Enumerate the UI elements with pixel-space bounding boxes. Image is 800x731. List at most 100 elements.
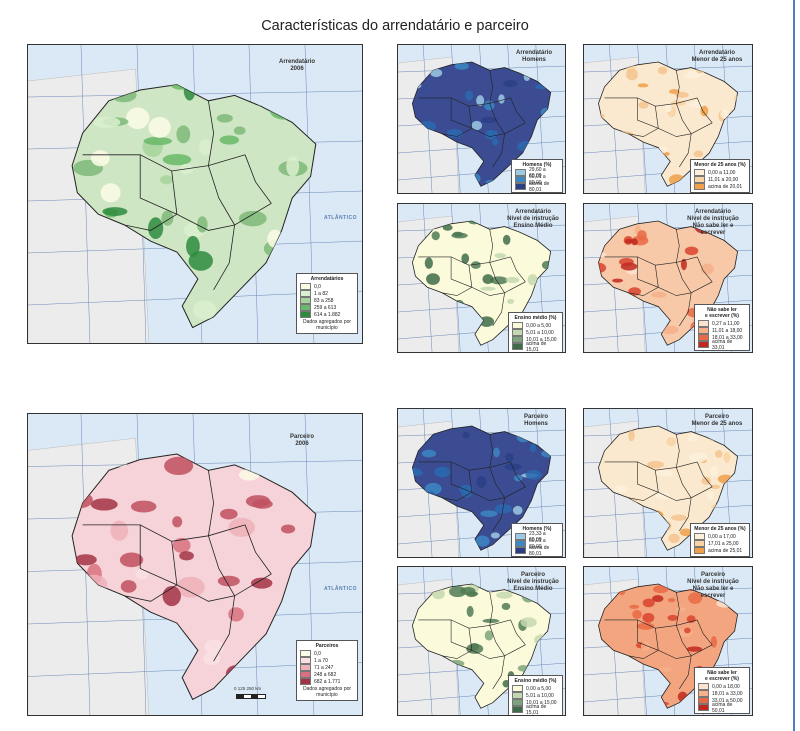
page-edge-rule — [793, 0, 795, 731]
legend-swatch — [512, 692, 523, 699]
legend-item: 0,0 — [300, 650, 354, 657]
state-boundary — [489, 229, 494, 263]
state-boundary — [442, 287, 473, 296]
legend-item: 0,27 a 11,00 — [698, 320, 746, 327]
map-arrendatario-escolaridade: Arrendatário Nível de instrução Ensino M… — [397, 203, 566, 353]
region-patch — [484, 129, 496, 140]
region-patch — [650, 311, 661, 319]
region-patch — [715, 450, 723, 458]
legend-swatch — [512, 322, 523, 329]
region-patch — [305, 479, 316, 502]
legend-item-label: acima de 20,01 — [708, 183, 743, 190]
region-patch — [727, 125, 736, 138]
region-patch — [258, 459, 273, 476]
region-patch — [102, 207, 128, 216]
legend-item: acima de 20,01 — [694, 183, 746, 190]
region-patch — [161, 210, 174, 226]
legend-rows: 23,33 a 60,00 60,01 a 80,00 acima de 80,01 — [515, 530, 559, 557]
region-patch — [614, 485, 628, 493]
state-boundary — [450, 256, 473, 288]
region-patch — [204, 639, 224, 655]
map-parceiro-menor25: Parceiro Menor de 25 anos Menor de 25 an… — [583, 408, 753, 558]
state-boundary — [676, 592, 680, 626]
legend-item-label: 23,33 a 60,00 — [529, 530, 546, 543]
region-patch — [620, 262, 638, 271]
legend-swatch — [512, 706, 523, 713]
ocean-label: ATLÂNTICO — [324, 215, 358, 221]
region-patch — [430, 68, 443, 78]
legend-item-label: 0,00 a 5,00 — [526, 322, 552, 329]
legend-item-label: 0,00 a 17,00 — [708, 533, 736, 540]
state-boundary — [655, 628, 713, 659]
state-boundary — [696, 256, 713, 282]
region-patch — [668, 89, 680, 94]
map-legend: Menor de 25 anos (%) 0,00 a 11,00 11,01 a… — [690, 159, 750, 193]
state-boundary — [418, 97, 511, 107]
legend-item: acima de 50,01 — [698, 702, 746, 714]
legend-swatch — [515, 540, 526, 547]
region-patch — [467, 315, 475, 328]
legend-item: 60,01 a 80,00 — [515, 174, 559, 186]
state-boundary — [139, 154, 178, 215]
region-patch — [618, 205, 635, 217]
region-patch — [461, 253, 470, 264]
region-patch — [668, 533, 680, 544]
region-patch — [203, 651, 221, 666]
region-patch — [541, 260, 551, 270]
region-patch — [491, 138, 499, 146]
region-patch — [228, 517, 255, 537]
legend-swatch — [694, 176, 705, 183]
state-boundary — [676, 103, 692, 168]
legend-item-label: acima de 80,01 — [529, 544, 550, 557]
map-canvas — [398, 45, 565, 193]
legend-item: 5,01 a 10,00 — [512, 329, 559, 336]
legend-item-label: 0,00 a 5,00 — [526, 685, 552, 692]
region-patch — [238, 210, 267, 227]
region-patch — [636, 622, 655, 630]
map-legend: Homens (%) 23,33 a 60,00 60,01 a 80,00 aci… — [511, 523, 563, 557]
region-patch — [160, 175, 174, 185]
map-legend: Ensino médio (%) 0,00 a 5,00 5,01 a 10,00… — [508, 312, 563, 352]
legend-item: 682 a 1.771 — [300, 678, 354, 685]
legend-swatch — [300, 297, 311, 304]
map-title: Parceiro Nível de instrução Não sabe ler… — [687, 572, 739, 599]
page-title: Características do arrendatário e parcei… — [261, 18, 529, 34]
region-patch — [217, 575, 240, 587]
legend-title: Arrendatários — [310, 276, 344, 282]
state-boundary — [676, 467, 692, 532]
map-parceiro-homens: Parceiro Homens Homens (%) 23,33 a 60,00… — [397, 408, 566, 558]
region-patch — [469, 642, 480, 651]
region-patch — [628, 429, 635, 442]
region-patch — [720, 109, 729, 119]
state-boundary — [171, 170, 272, 231]
region-patch — [183, 84, 196, 101]
region-patch — [457, 516, 465, 527]
legend-item-label: 0,0 — [314, 283, 321, 290]
region-patch — [534, 634, 550, 646]
region-patch — [517, 141, 535, 152]
state-boundary — [676, 229, 680, 263]
legend-title: Ensino médio (%) — [514, 315, 557, 321]
legend-swatch — [512, 685, 523, 692]
region-patch — [479, 316, 495, 327]
map-canvas — [28, 414, 362, 715]
state-boundary — [124, 213, 178, 231]
legend-swatch — [698, 341, 709, 348]
state-boundary — [450, 97, 473, 129]
legend-item-label: 60,01 a 80,00 — [529, 537, 546, 550]
region-patch — [120, 580, 137, 593]
legend-swatch — [694, 169, 705, 176]
region-patch — [434, 466, 451, 478]
region-patch — [193, 300, 217, 320]
legend-item: 0,00 a 18,00 — [698, 683, 746, 690]
legend-rows: 0,00 a 17,00 17,01 a 25,00 acima de 25,01 — [694, 533, 746, 554]
legend-item-label: 5,01 a 10,00 — [526, 329, 554, 336]
region-patch — [710, 484, 721, 490]
legend-swatch — [300, 311, 311, 318]
region-patch — [454, 62, 469, 70]
region-patch — [545, 77, 551, 83]
region-patch — [507, 298, 515, 304]
region-patch — [480, 286, 496, 291]
state-boundary — [637, 97, 659, 129]
region-patch — [252, 499, 273, 509]
